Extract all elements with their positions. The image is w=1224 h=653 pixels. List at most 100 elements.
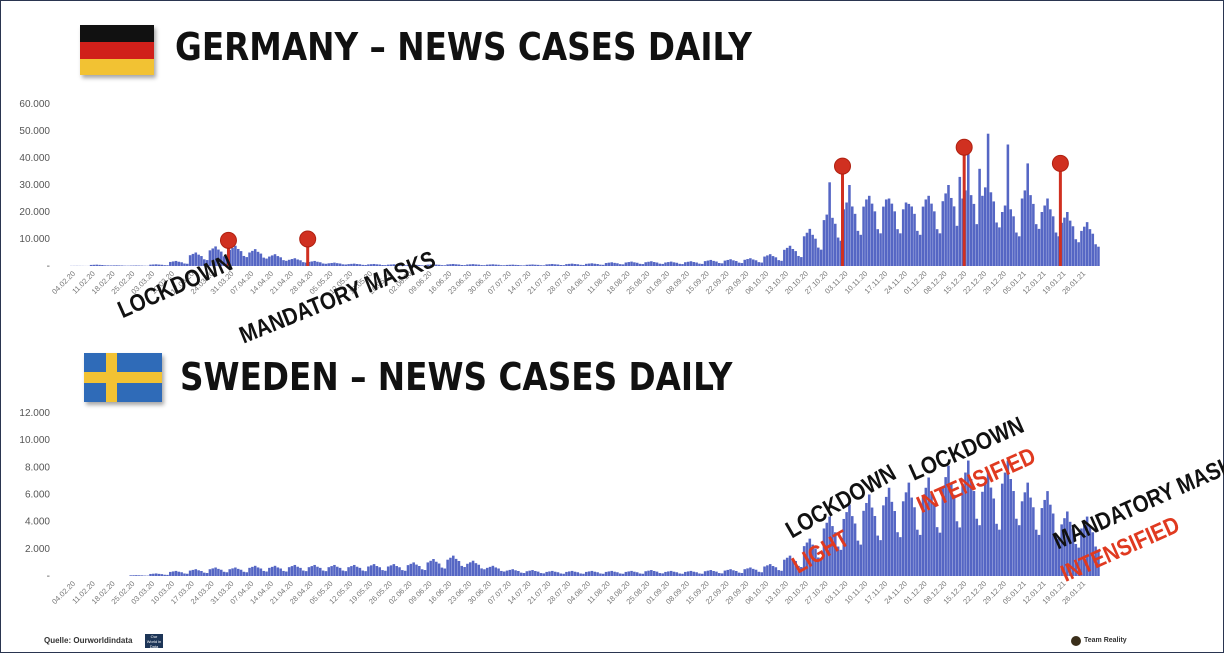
sweden-bar bbox=[401, 570, 404, 576]
sweden-bar bbox=[751, 568, 755, 576]
germany-bar bbox=[103, 265, 107, 266]
sweden-bar bbox=[319, 567, 322, 576]
sweden-bar bbox=[426, 562, 430, 576]
germany-bar bbox=[480, 265, 483, 266]
germany-bar bbox=[802, 236, 806, 266]
sweden-bar bbox=[307, 567, 311, 576]
germany-bar bbox=[947, 185, 950, 266]
sweden-bar bbox=[539, 573, 543, 576]
sweden-bar bbox=[287, 567, 291, 576]
sweden-bar bbox=[183, 573, 186, 576]
sweden-bar bbox=[1094, 546, 1097, 576]
germany-bar bbox=[197, 254, 200, 266]
germany-y-tick-label: - bbox=[47, 261, 50, 272]
germany-bar bbox=[118, 265, 121, 266]
sweden-bar bbox=[944, 477, 947, 576]
sweden-bar bbox=[1020, 501, 1024, 576]
sweden-bar bbox=[1017, 525, 1021, 576]
sweden-bar bbox=[435, 561, 438, 576]
sweden-bar bbox=[607, 571, 611, 576]
sweden-bar bbox=[333, 564, 336, 576]
germany-bar bbox=[398, 264, 401, 266]
germany-bar bbox=[239, 251, 243, 266]
sweden-bar bbox=[378, 567, 381, 576]
sweden-bar bbox=[1012, 491, 1015, 576]
germany-bar bbox=[952, 206, 956, 266]
germany-bar bbox=[935, 229, 939, 266]
sweden-bar bbox=[321, 570, 325, 576]
sweden-bar bbox=[893, 511, 896, 576]
sweden-bar bbox=[330, 566, 333, 576]
germany-bar bbox=[1071, 226, 1075, 266]
sweden-bar bbox=[525, 571, 529, 576]
sweden-bar bbox=[522, 573, 526, 576]
sweden-bar bbox=[169, 571, 172, 576]
germany-bar bbox=[978, 168, 981, 266]
sweden-bar bbox=[211, 568, 215, 576]
germany-bar bbox=[856, 230, 860, 266]
sweden-bar bbox=[174, 570, 178, 576]
sweden-bar bbox=[536, 571, 540, 576]
germany-bar bbox=[177, 261, 181, 266]
sweden-bar bbox=[887, 487, 891, 576]
sweden-bar bbox=[774, 567, 778, 576]
germany-bar bbox=[791, 248, 795, 266]
germany-bar bbox=[231, 247, 234, 266]
sweden-bar bbox=[918, 534, 922, 576]
sweden-bar bbox=[154, 573, 158, 576]
sweden-bar bbox=[935, 527, 939, 576]
sweden-bar bbox=[208, 569, 212, 576]
germany-bar bbox=[788, 245, 792, 266]
sweden-bar bbox=[924, 487, 928, 576]
germany-bar bbox=[607, 262, 611, 266]
sweden-bar bbox=[681, 573, 684, 576]
sweden-bar bbox=[797, 565, 800, 576]
germany-bar bbox=[157, 264, 161, 266]
sweden-bar bbox=[316, 566, 319, 576]
sweden-bar bbox=[140, 575, 144, 576]
sweden-bar bbox=[899, 537, 902, 576]
sweden-bar bbox=[398, 567, 401, 576]
sweden-bar bbox=[766, 565, 769, 576]
sweden-bar bbox=[964, 472, 967, 576]
sweden-bar bbox=[347, 567, 350, 576]
sweden-bar bbox=[488, 566, 492, 576]
sweden-bar bbox=[950, 483, 953, 576]
sweden-bar bbox=[805, 542, 809, 576]
germany-bar bbox=[969, 195, 973, 267]
sweden-bar bbox=[412, 562, 415, 576]
germany-bar bbox=[958, 176, 962, 266]
germany-y-tick-label: 50.000 bbox=[19, 126, 50, 137]
germany-bar bbox=[873, 211, 877, 266]
sweden-bar bbox=[672, 571, 676, 576]
germany-bar bbox=[695, 262, 698, 266]
sweden-bar bbox=[576, 572, 580, 576]
germany-bar bbox=[268, 256, 271, 266]
germany-bar bbox=[205, 260, 209, 266]
germany-bar bbox=[389, 264, 393, 266]
sweden-bar bbox=[1054, 533, 1058, 576]
sweden-bar bbox=[545, 571, 548, 576]
germany-bar bbox=[446, 264, 449, 266]
germany-bar bbox=[160, 264, 164, 266]
sweden-bar bbox=[197, 570, 200, 576]
sweden-bar bbox=[879, 540, 882, 576]
germany-bar bbox=[817, 247, 820, 266]
germany-bar bbox=[347, 264, 350, 266]
germany-bar bbox=[395, 264, 398, 266]
germany-bar bbox=[202, 259, 206, 266]
germany-bar bbox=[972, 203, 976, 266]
germany-bar bbox=[313, 260, 316, 266]
sweden-bar bbox=[364, 571, 367, 576]
germany-bar bbox=[896, 229, 899, 266]
germany-bar bbox=[921, 206, 925, 266]
germany-bar bbox=[304, 262, 308, 266]
germany-bar bbox=[760, 262, 763, 266]
sweden-bar bbox=[901, 501, 905, 576]
sweden-bar bbox=[214, 567, 217, 576]
germany-bar bbox=[610, 262, 614, 266]
sweden-bar bbox=[202, 572, 206, 576]
germany-bar bbox=[913, 213, 916, 266]
sweden-bar bbox=[831, 526, 834, 576]
germany-bar bbox=[171, 261, 175, 266]
